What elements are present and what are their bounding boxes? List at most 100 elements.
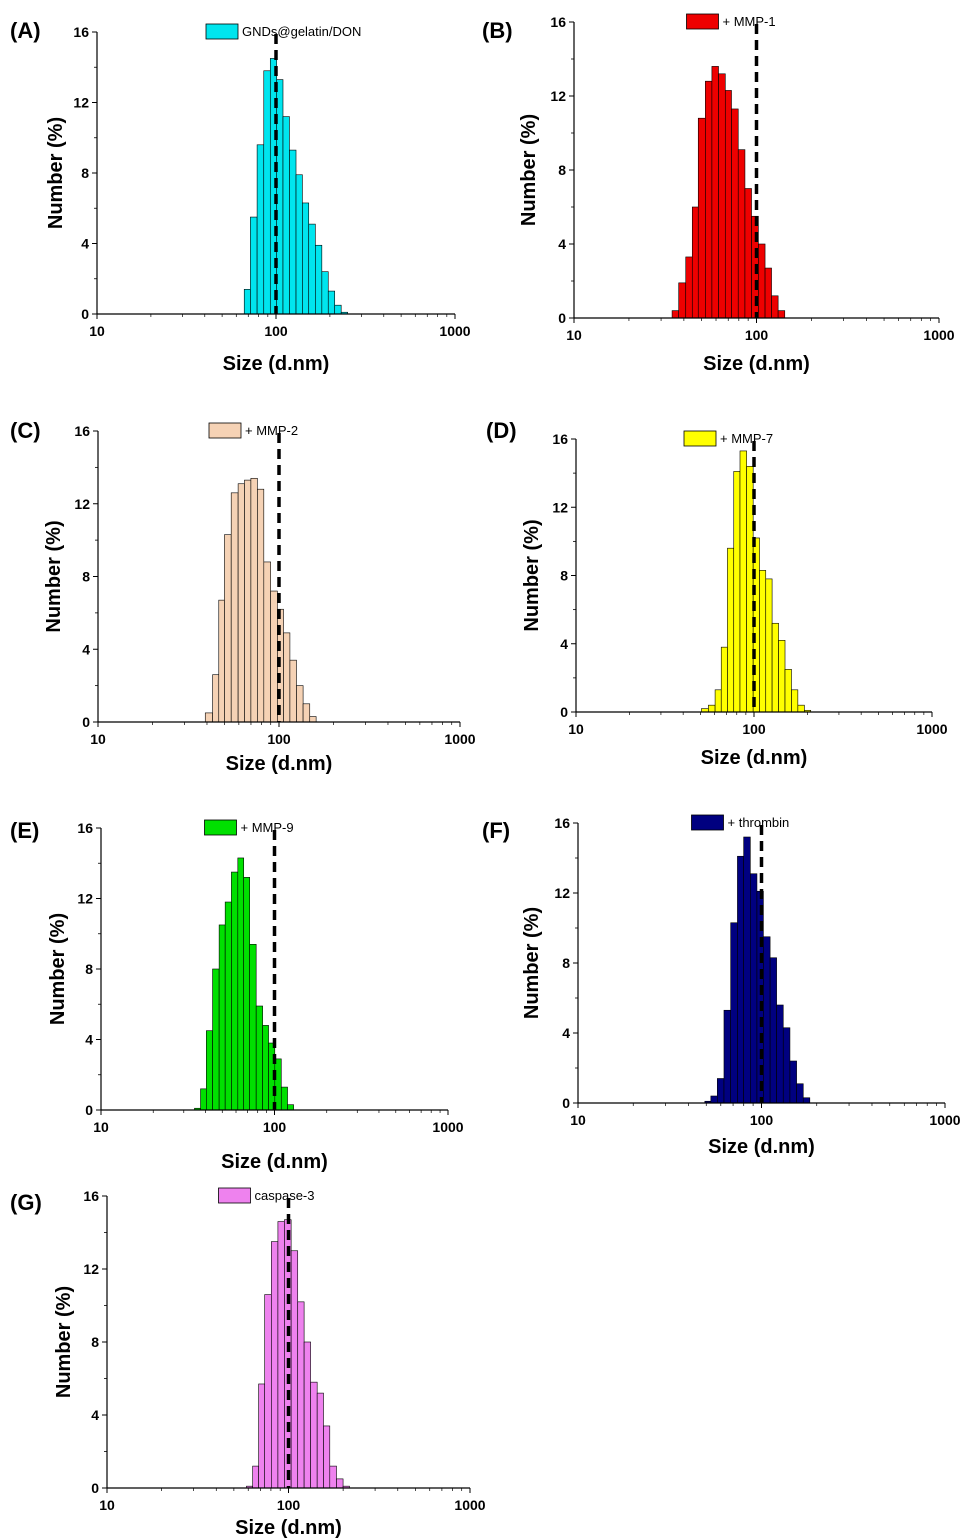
y-tick-label: 4	[560, 636, 568, 652]
legend-swatch	[204, 819, 237, 836]
x-axis-title: Size (d.nm)	[703, 353, 810, 375]
histogram-bar	[289, 149, 297, 315]
histogram-bar	[270, 590, 278, 723]
legend-label: caspase-3	[255, 1188, 315, 1203]
histogram-bar	[321, 271, 329, 315]
y-tick-label: 4	[82, 641, 90, 657]
y-tick-label: 8	[560, 568, 568, 584]
panel-letter: (D)	[486, 418, 517, 443]
histogram-bar	[782, 1027, 791, 1104]
histogram-bar	[731, 108, 739, 319]
histogram-bar	[282, 116, 290, 315]
x-tick-label: 10	[570, 1112, 586, 1128]
histogram-bar	[714, 689, 722, 713]
x-tick-label: 1000	[923, 327, 954, 343]
histogram-bar	[769, 957, 777, 1104]
histogram-bar	[705, 80, 713, 319]
y-tick-label: 16	[77, 820, 93, 836]
y-tick-label: 16	[552, 431, 568, 447]
histogram-bar	[250, 216, 258, 315]
y-axis-title: Number (%)	[521, 519, 543, 631]
y-tick-label: 12	[74, 496, 90, 512]
legend-label: + thrombin	[728, 815, 790, 830]
histogram-bar	[243, 289, 251, 315]
y-tick-label: 12	[77, 891, 93, 907]
y-tick-label: 8	[562, 955, 570, 971]
x-axis-title: Size (d.nm)	[221, 1151, 328, 1173]
histogram-bar	[296, 685, 304, 723]
panel-letter: (F)	[482, 818, 510, 843]
histogram-bar	[230, 492, 239, 723]
histogram-bar	[771, 622, 779, 713]
panel-letter: (A)	[10, 18, 41, 43]
histogram-bar	[316, 1392, 324, 1489]
x-tick-label: 10	[93, 1119, 109, 1135]
histogram-bar	[204, 712, 213, 723]
y-tick-label: 12	[554, 885, 570, 901]
histogram-bar	[717, 1078, 725, 1104]
histogram-bar	[776, 1004, 784, 1104]
histogram-bar	[277, 1221, 285, 1489]
histogram-bar	[263, 70, 271, 315]
histogram-bar	[262, 1025, 269, 1111]
legend-label: + MMP-2	[245, 423, 298, 438]
histogram-bar	[218, 924, 226, 1111]
histogram-bar	[336, 1478, 344, 1489]
x-tick-label: 1000	[444, 731, 475, 747]
y-tick-label: 12	[552, 499, 568, 515]
y-axis-title: Number (%)	[53, 1286, 75, 1398]
histogram-bar	[777, 310, 786, 319]
histogram-bar	[264, 1294, 272, 1489]
histogram-bar	[308, 223, 316, 315]
histogram-bar	[224, 534, 232, 723]
y-tick-label: 0	[81, 306, 89, 322]
histogram-bar	[290, 1250, 299, 1489]
y-tick-label: 0	[560, 704, 568, 720]
y-tick-label: 16	[554, 815, 570, 831]
x-tick-label: 10	[568, 721, 584, 737]
x-axis-title: Size (d.nm)	[235, 1517, 342, 1539]
histogram-bar	[200, 1088, 207, 1111]
histogram-bar	[327, 290, 336, 315]
y-tick-label: 8	[558, 162, 566, 178]
y-tick-label: 8	[82, 569, 90, 585]
panel-c: (C) 0 4 8 12 16 10 100 1000 + MMP-2 Size (d.nm) Num…	[10, 418, 476, 775]
histogram-bar	[289, 659, 297, 723]
legend-swatch	[205, 23, 239, 40]
y-tick-label: 0	[562, 1095, 570, 1111]
histogram-bar	[730, 922, 738, 1104]
histogram-bar	[723, 1009, 731, 1104]
x-tick-label: 100	[263, 1119, 287, 1135]
y-tick-label: 12	[550, 88, 566, 104]
histogram-bar	[252, 1465, 259, 1489]
histogram-bar	[796, 1083, 804, 1104]
x-tick-label: 1000	[454, 1497, 485, 1513]
histogram-bar	[256, 144, 265, 315]
histogram-bar	[249, 944, 257, 1111]
panel-g: (G) 0 4 8 12 16 10 100 1000 caspase-3 Size (d.nm) N…	[10, 1187, 486, 1539]
y-axis-title: Number (%)	[45, 117, 67, 229]
histogram-bar	[237, 483, 245, 723]
legend-label: GNDs@gelatin/DON	[242, 24, 361, 39]
y-tick-label: 0	[91, 1480, 99, 1496]
panel-letter: (G)	[10, 1190, 42, 1215]
histogram-bar	[218, 599, 225, 723]
histogram-bar	[750, 873, 758, 1104]
x-tick-label: 1000	[432, 1119, 463, 1135]
histogram-bar	[231, 871, 239, 1111]
y-tick-label: 8	[85, 961, 93, 977]
y-tick-label: 0	[82, 714, 90, 730]
histogram-bar	[727, 547, 735, 713]
histogram-bar	[212, 674, 220, 723]
histogram-bar	[708, 704, 716, 713]
histogram-bar	[737, 855, 744, 1104]
x-tick-label: 10	[99, 1497, 115, 1513]
histogram-bar	[718, 73, 726, 319]
x-axis-title: Size (d.nm)	[701, 747, 808, 769]
y-tick-label: 4	[558, 236, 566, 252]
histogram-bar	[309, 716, 317, 723]
histogram-bar	[255, 1005, 263, 1111]
y-tick-label: 4	[91, 1407, 99, 1423]
histogram-bar	[671, 310, 680, 319]
